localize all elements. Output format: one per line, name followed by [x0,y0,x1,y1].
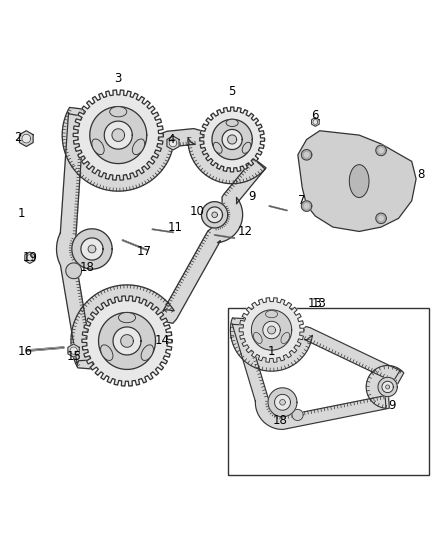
Text: 7: 7 [298,195,306,207]
Text: 10: 10 [190,205,205,218]
Text: 16: 16 [18,345,33,358]
Ellipse shape [226,119,238,126]
Polygon shape [169,139,177,147]
Ellipse shape [265,311,278,318]
Polygon shape [301,201,312,211]
Text: 9: 9 [248,190,256,203]
Ellipse shape [132,139,145,155]
Polygon shape [25,252,35,263]
Polygon shape [19,131,33,147]
Polygon shape [27,255,33,261]
Text: 18: 18 [273,414,288,427]
Polygon shape [292,409,303,421]
Polygon shape [379,216,383,221]
Text: 18: 18 [80,261,95,274]
Polygon shape [222,130,242,150]
Polygon shape [99,312,155,369]
Polygon shape [263,321,280,339]
Ellipse shape [349,165,369,198]
Polygon shape [385,385,390,389]
Ellipse shape [213,142,222,154]
Text: 11: 11 [168,221,183,233]
Polygon shape [251,310,292,350]
Polygon shape [82,296,172,386]
Ellipse shape [101,345,113,360]
Polygon shape [268,388,297,417]
Polygon shape [275,394,290,410]
Text: 5: 5 [229,85,236,98]
Text: 1: 1 [268,345,276,358]
Polygon shape [57,108,266,369]
Polygon shape [376,145,386,156]
Ellipse shape [92,139,104,155]
Text: 6: 6 [311,109,319,122]
Polygon shape [22,134,31,143]
Text: 17: 17 [137,245,152,257]
Polygon shape [298,131,416,231]
Polygon shape [212,119,252,159]
Polygon shape [379,148,383,152]
Polygon shape [72,229,112,269]
Polygon shape [207,207,223,223]
Text: 8: 8 [417,168,424,181]
Polygon shape [313,119,318,124]
Text: 4: 4 [167,133,175,146]
Polygon shape [376,213,386,223]
Polygon shape [304,152,309,157]
Polygon shape [301,150,312,160]
Polygon shape [268,326,276,334]
Ellipse shape [254,333,262,343]
Polygon shape [230,318,404,430]
Polygon shape [311,118,319,126]
Polygon shape [104,121,132,149]
Polygon shape [239,297,304,362]
Ellipse shape [118,312,136,322]
Polygon shape [201,201,228,228]
Polygon shape [212,212,217,217]
Text: 14: 14 [155,335,170,348]
Text: 3: 3 [115,71,122,85]
Text: 9: 9 [388,399,396,413]
Polygon shape [66,263,81,279]
Bar [228,308,429,474]
Polygon shape [280,400,285,405]
Polygon shape [228,135,237,144]
Polygon shape [68,344,79,357]
Polygon shape [70,347,77,354]
Polygon shape [121,335,133,348]
Polygon shape [88,245,96,253]
Ellipse shape [242,142,251,154]
Ellipse shape [141,345,153,360]
Polygon shape [73,90,163,180]
Polygon shape [112,129,124,141]
Polygon shape [90,107,147,164]
Text: 1: 1 [18,207,26,221]
Text: 2: 2 [14,131,21,144]
Text: 13: 13 [308,297,323,310]
Polygon shape [378,377,397,397]
Text: 15: 15 [67,350,82,363]
Text: 13: 13 [311,297,326,310]
Text: 12: 12 [238,225,253,238]
Ellipse shape [281,333,290,343]
Polygon shape [382,381,393,393]
Polygon shape [81,238,103,260]
Ellipse shape [110,107,127,117]
Polygon shape [167,136,179,150]
Polygon shape [200,107,265,172]
Polygon shape [304,204,309,208]
Text: 19: 19 [22,251,37,264]
Polygon shape [113,327,141,355]
